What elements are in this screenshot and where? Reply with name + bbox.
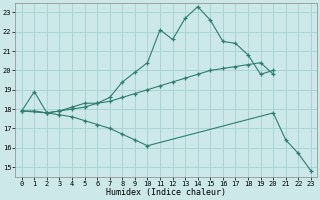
X-axis label: Humidex (Indice chaleur): Humidex (Indice chaleur) xyxy=(106,188,226,197)
